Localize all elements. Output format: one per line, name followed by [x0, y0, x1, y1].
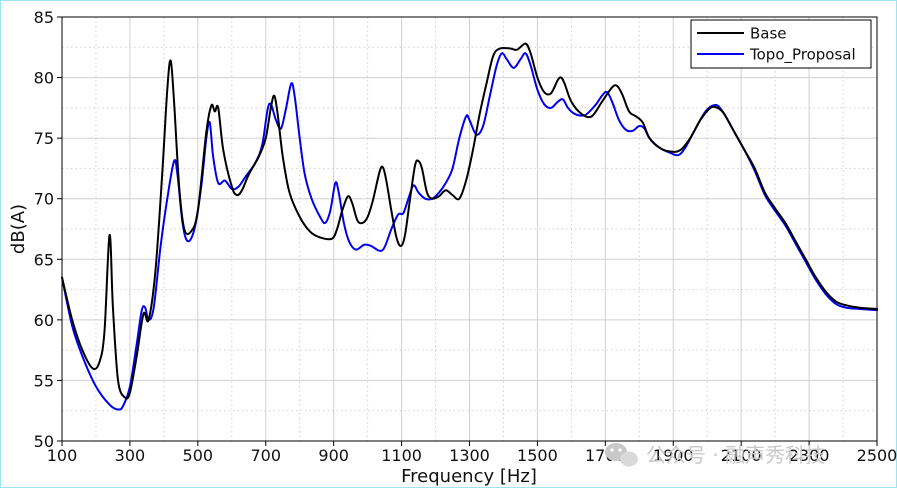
x-tick-label: 100 [47, 446, 78, 465]
x-tick-label: 1900 [653, 446, 694, 465]
x-tick-label: 2300 [789, 446, 830, 465]
x-tick-label: 1300 [449, 446, 490, 465]
y-tick-label: 55 [34, 371, 54, 390]
wechat-icon [605, 443, 638, 467]
watermark: 公众号 · 融声秀科技 [605, 443, 825, 467]
legend-label-base: Base [750, 25, 787, 43]
x-tick-label: 2500 [857, 446, 897, 465]
x-tick-label: 2100 [721, 446, 762, 465]
x-tick-label: 700 [250, 446, 281, 465]
series-layer [61, 42, 878, 411]
y-tick-label: 65 [34, 250, 54, 269]
x-tick-label: 900 [318, 446, 349, 465]
y-axis-ticks: 50 55 60 65 70 75 80 85 [34, 8, 62, 451]
y-tick-label: 60 [34, 311, 54, 330]
x-axis-ticks: 100 300 500 700 900 1100 1300 1500 1700 1900 2100 2… [47, 441, 897, 465]
x-tick-label: 500 [183, 446, 214, 465]
series-line-base [61, 42, 878, 400]
legend-label-topo-proposal: Topo_Proposal [749, 46, 856, 65]
y-tick-label: 80 [34, 69, 54, 88]
watermark-text: 公众号 · 融声秀科技 [646, 443, 825, 467]
y-tick-label: 75 [34, 129, 54, 148]
x-tick-label: 1100 [381, 446, 422, 465]
legend: Base Topo_Proposal [690, 19, 872, 69]
x-tick-label: 1500 [517, 446, 558, 465]
x-axis-label: Frequency [Hz] [401, 466, 537, 487]
y-tick-label: 85 [34, 8, 54, 27]
x-tick-label: 300 [115, 446, 146, 465]
legend-box [690, 19, 872, 69]
major-gridlines [62, 17, 877, 441]
y-tick-label: 50 [34, 432, 54, 451]
y-tick-label: 70 [34, 190, 54, 209]
y-axis-label: dB(A) [8, 204, 29, 254]
